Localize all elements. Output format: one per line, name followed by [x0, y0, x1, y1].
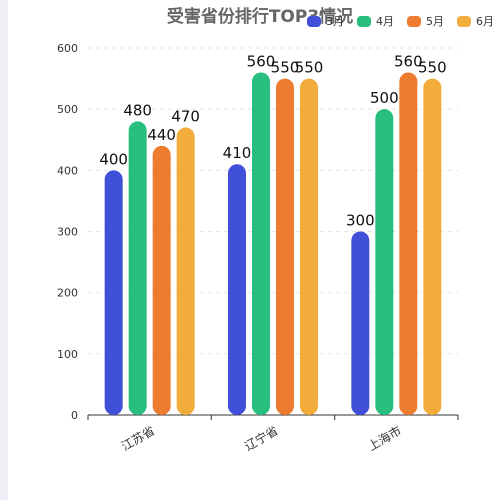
y-tick-label: 600: [57, 42, 78, 55]
bar-data-label: 470: [171, 108, 200, 126]
legend-swatch-series-2: [357, 15, 371, 27]
y-tick-label: 400: [57, 164, 78, 177]
bar: [104, 170, 123, 415]
legend-label-series-2: 4月: [376, 15, 394, 28]
bar: [152, 145, 171, 415]
legend-swatch-series-4: [457, 15, 471, 27]
bar: [300, 78, 318, 415]
y-tick-label: 500: [57, 103, 78, 116]
legend-label-series-4: 6月: [476, 15, 494, 28]
legend-item-series-1[interactable]: 3月: [307, 13, 344, 29]
bar-data-label: 440: [147, 126, 176, 144]
chart-legend: 3月 4月 5月 6月: [307, 13, 494, 29]
bar-data-label: 480: [123, 101, 152, 119]
y-tick-label: 100: [57, 348, 78, 361]
legend-item-series-3[interactable]: 5月: [407, 13, 444, 29]
bar-data-label: 500: [370, 89, 399, 107]
legend-item-series-4[interactable]: 6月: [457, 13, 494, 29]
bar: [399, 72, 418, 415]
legend-item-series-2[interactable]: 4月: [357, 13, 394, 29]
bar: [128, 121, 147, 416]
page-left-strip: [0, 0, 8, 500]
chart-title: 受害省份排行TOP3情况: [166, 7, 354, 27]
bar: [351, 231, 370, 415]
bar-data-label: 560: [247, 52, 276, 70]
bar-data-label: 550: [418, 59, 447, 77]
x-tick-label: 上海市: [365, 423, 404, 454]
bar: [423, 78, 442, 415]
bar-data-label: 410: [223, 144, 252, 162]
x-tick-label: 江苏省: [119, 423, 157, 453]
bar-data-label: 550: [271, 59, 300, 77]
y-tick-label: 0: [71, 409, 78, 422]
bar-data-label: 400: [99, 150, 128, 168]
bar-data-label: 550: [295, 59, 324, 77]
bar: [375, 109, 394, 416]
bar: [228, 164, 246, 415]
legend-swatch-series-3: [407, 15, 421, 27]
y-tick-label: 300: [57, 226, 78, 239]
bar: [176, 127, 195, 416]
bar-data-label: 300: [346, 212, 375, 230]
x-tick-label: 辽宁省: [242, 423, 281, 454]
bar: [252, 72, 270, 415]
bar-data-label: 560: [394, 52, 423, 70]
legend-swatch-series-1: [307, 15, 321, 27]
y-tick-label: 200: [57, 287, 78, 300]
legend-label-series-1: 3月: [326, 15, 344, 28]
bar: [276, 78, 294, 415]
legend-label-series-3: 5月: [426, 15, 444, 28]
